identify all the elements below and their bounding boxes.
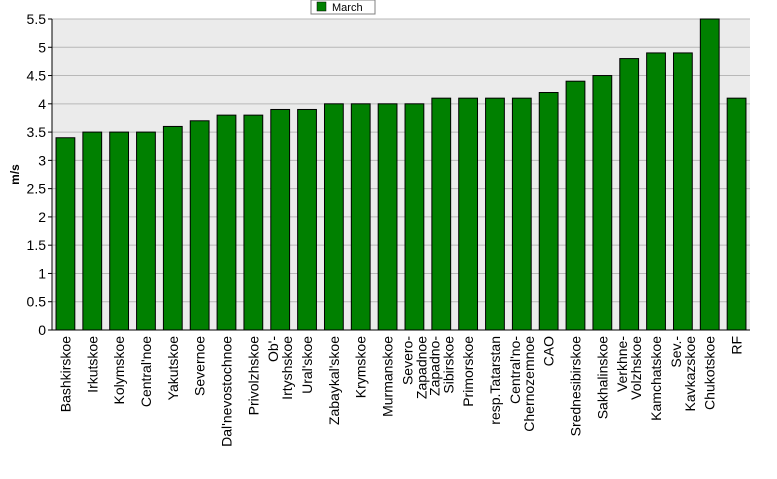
x-category-label: Dal'nevostochnoe — [219, 336, 235, 447]
x-axis-labels: Bashkirskoe Irkutskoe Kolymskoe Central'noe… — [57, 336, 744, 447]
bar — [377, 103, 398, 331]
bars — [55, 18, 747, 331]
bar — [216, 114, 237, 331]
x-category-label: Ob'-Irtyshskoe — [265, 336, 295, 400]
bar — [82, 131, 103, 331]
bar — [726, 97, 747, 331]
bar — [243, 114, 264, 331]
bar — [136, 131, 156, 331]
x-category-label: Severnoe — [192, 336, 208, 396]
x-category-label: resp.Tatarstan — [487, 336, 503, 425]
bar — [431, 97, 452, 331]
bar — [511, 97, 532, 331]
bar — [672, 52, 693, 331]
x-category-label: Chukotskoe — [702, 336, 718, 410]
bar — [485, 97, 505, 331]
x-category-label: Zapadno-Sibirskoe — [426, 336, 456, 396]
bar — [297, 108, 317, 331]
bar — [699, 18, 720, 331]
bar — [646, 52, 666, 331]
bar — [189, 120, 210, 331]
x-category-label: Severo-Zapadnoe — [399, 336, 429, 399]
bar — [592, 75, 613, 331]
y-tick-label: 5 — [38, 39, 46, 55]
legend-label-march: March — [332, 2, 363, 14]
y-tick-label: 5.5 — [27, 11, 47, 27]
axes — [51, 19, 750, 331]
y-tick-label: 1.5 — [27, 237, 47, 253]
x-category-label: RF — [729, 336, 745, 355]
bar — [404, 103, 425, 331]
x-category-label: CAO — [541, 336, 557, 366]
bar — [538, 92, 559, 331]
bar — [55, 137, 76, 331]
x-category-label: Srednesibirskoe — [568, 336, 584, 437]
x-category-label: Privolzhskoe — [245, 336, 261, 416]
x-category-label: Ural'skoe — [299, 336, 315, 394]
x-category-label: Yakutskoe — [165, 336, 181, 401]
legend: March — [310, 0, 376, 15]
x-category-label: Kolymskoe — [111, 336, 127, 405]
bar — [162, 125, 183, 331]
bar — [565, 80, 586, 331]
x-category-label: Krymskoe — [353, 336, 369, 398]
x-category-label: Sakhalinskoe — [594, 336, 610, 419]
y-tick-label: 3.5 — [27, 124, 47, 140]
bar — [350, 103, 371, 331]
x-category-label: Central'no-Chernozemnoe — [507, 336, 537, 432]
y-tick-label: 2 — [38, 209, 46, 225]
x-category-label: Bashkirskoe — [57, 336, 73, 412]
bar — [458, 97, 479, 331]
legend-box — [310, 0, 376, 15]
y-axis-label: m/s — [8, 164, 22, 185]
bar — [323, 103, 344, 331]
x-category-label: Murmanskoe — [380, 336, 396, 417]
y-tick-label: 4.5 — [27, 68, 47, 84]
x-category-label: Central'noe — [138, 336, 154, 407]
bar — [109, 131, 130, 331]
y-tick-label: 3 — [38, 152, 46, 168]
x-category-label: Kamchatskoe — [648, 336, 664, 421]
x-category-label: Zabaykal'skoe — [326, 336, 342, 425]
y-axis-ticks: 0 0.5 1 1.5 2 2.5 3 3.5 4 4.5 5 5.5 — [27, 11, 52, 338]
y-tick-label: 4 — [38, 96, 46, 112]
x-category-label: Primorskoe — [460, 336, 476, 407]
y-tick-label: 2.5 — [27, 181, 47, 197]
bar — [270, 108, 291, 331]
y-tick-label: 1 — [38, 265, 46, 281]
y-tick-label: 0 — [38, 322, 46, 338]
x-category-label: Sev.-Kavkazskoe — [668, 336, 698, 412]
plot-area — [52, 19, 750, 330]
x-category-label: Verkhne-Volzhskoe — [614, 336, 644, 400]
y-tick-label: 0.5 — [27, 294, 47, 310]
bar — [619, 58, 640, 331]
x-category-label: Irkutskoe — [84, 336, 100, 393]
legend-swatch-march — [316, 1, 327, 12]
